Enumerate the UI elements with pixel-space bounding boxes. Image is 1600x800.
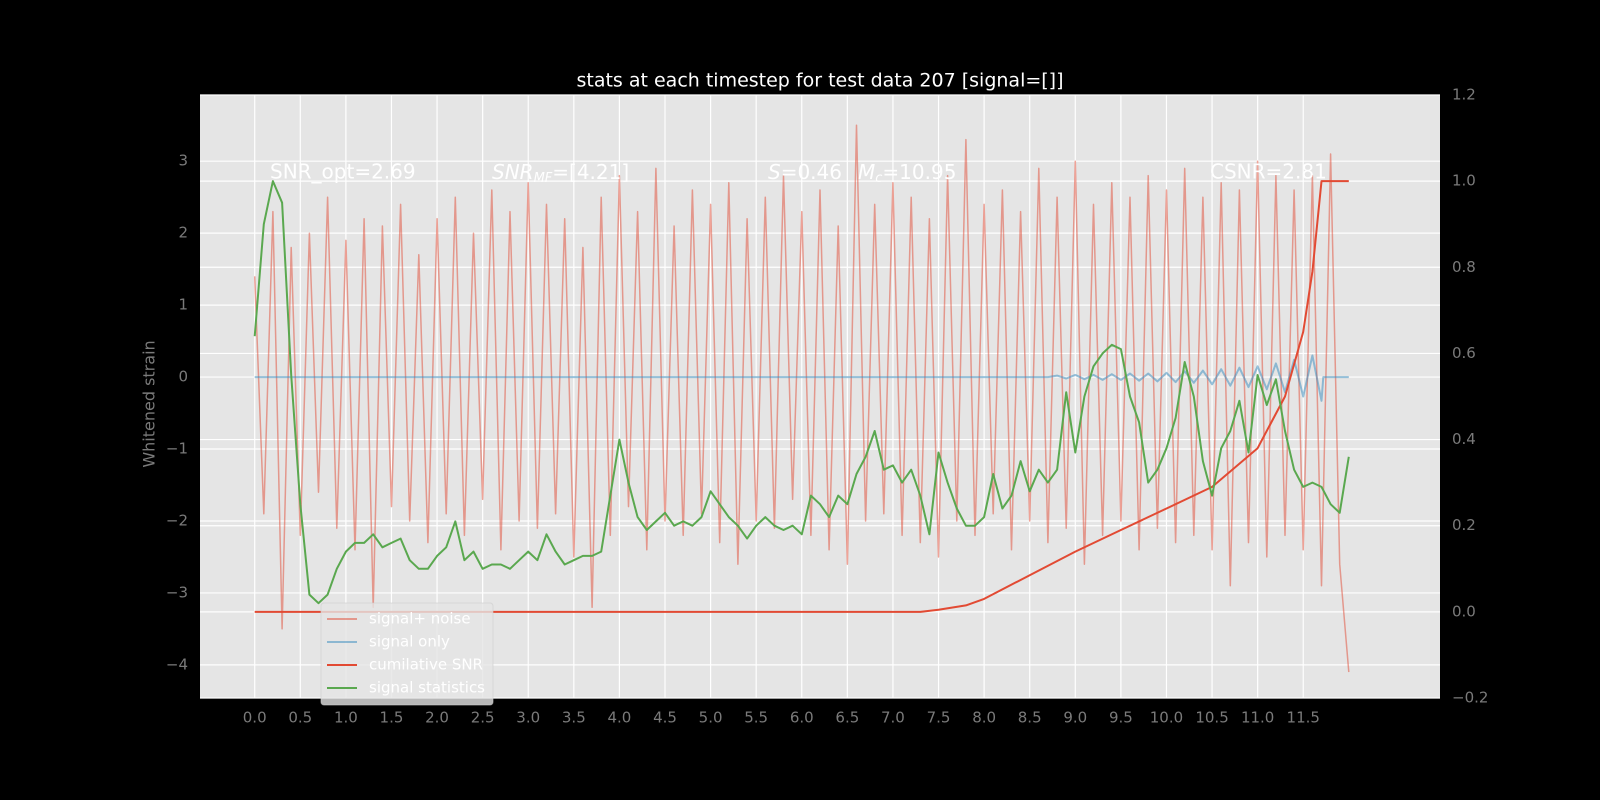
x-tick-label: 2.5	[471, 709, 495, 727]
y-tick-label: −3	[166, 583, 188, 601]
y-tick-label: 1	[178, 296, 188, 314]
annotation: CSNR=2.81	[1210, 160, 1327, 184]
x-tick-label: 0.0	[243, 709, 267, 727]
annotation-subscript: MF	[534, 171, 553, 186]
annotation-part: SNR	[492, 160, 534, 184]
x-tick-label: 3.0	[516, 709, 540, 727]
y2-tick-label: 0.4	[1452, 430, 1476, 448]
y-tick-label: 0	[178, 368, 188, 386]
series-line	[253, 124, 1350, 673]
x-tick-label: 7.0	[881, 709, 905, 727]
x-tick-label: 10.0	[1150, 709, 1183, 727]
annotation-part: =10.95	[882, 160, 956, 184]
annotation: Mc=10.95	[858, 160, 956, 186]
x-tick-label: 1.0	[334, 709, 358, 727]
annotation-subscript: c	[875, 171, 882, 186]
x-tick-label: 4.5	[653, 709, 677, 727]
legend-label: cumilative SNR	[369, 656, 483, 674]
x-tick-label: 5.0	[699, 709, 723, 727]
x-tick-label: 5.5	[744, 709, 768, 727]
annotation: SNRMF=[4.21]	[492, 160, 629, 186]
annotation-part: =0.46	[781, 160, 842, 184]
x-tick-label: 9.0	[1063, 709, 1087, 727]
y2-tick-label: 0.0	[1452, 602, 1476, 620]
annotation-part: S	[768, 160, 781, 184]
x-tick-label: 0.5	[288, 709, 312, 727]
x-tick-label: 6.5	[835, 709, 859, 727]
legend-box	[320, 602, 494, 706]
y2-tick-label: 1.2	[1452, 86, 1476, 104]
annotation: SNR_opt=2.69	[270, 160, 416, 184]
y2-tick-label: 1.0	[1452, 172, 1476, 190]
annotation-part: =[4.21]	[552, 160, 629, 184]
x-tick-label: 11.5	[1287, 709, 1320, 727]
series-line	[253, 180, 1350, 605]
y-tick-label: −1	[166, 440, 188, 458]
legend-label: signal only	[369, 633, 450, 651]
x-tick-label: 2.0	[425, 709, 449, 727]
chart-title: stats at each timestep for test data 207…	[576, 70, 1063, 92]
y-axis-label: Whitened strain	[140, 340, 159, 467]
y-tick-label: −2	[166, 511, 188, 529]
x-tick-label: 4.0	[607, 709, 631, 727]
y-tick-label: −4	[166, 655, 188, 673]
y2-tick-label: −0.2	[1452, 689, 1488, 707]
x-tick-label: 6.0	[790, 709, 814, 727]
annotation: S=0.46	[768, 160, 842, 184]
annotation-part: M	[858, 160, 875, 184]
x-tick-label: 9.5	[1109, 709, 1133, 727]
legend-label: signal statistics	[369, 679, 485, 697]
x-tick-label: 10.5	[1195, 709, 1228, 727]
x-tick-label: 7.5	[927, 709, 951, 727]
y2-tick-label: 0.2	[1452, 516, 1476, 534]
x-tick-label: 8.0	[972, 709, 996, 727]
y-tick-label: 3	[178, 152, 188, 170]
x-tick-label: 3.5	[562, 709, 586, 727]
x-tick-label: 1.5	[380, 709, 404, 727]
x-tick-label: 8.5	[1018, 709, 1042, 727]
x-tick-label: 11.0	[1241, 709, 1274, 727]
y2-tick-label: 0.6	[1452, 344, 1476, 362]
series-line	[254, 180, 1349, 613]
y-tick-label: 2	[178, 224, 188, 242]
legend-label: signal+ noise	[369, 610, 471, 628]
y2-tick-label: 0.8	[1452, 258, 1476, 276]
